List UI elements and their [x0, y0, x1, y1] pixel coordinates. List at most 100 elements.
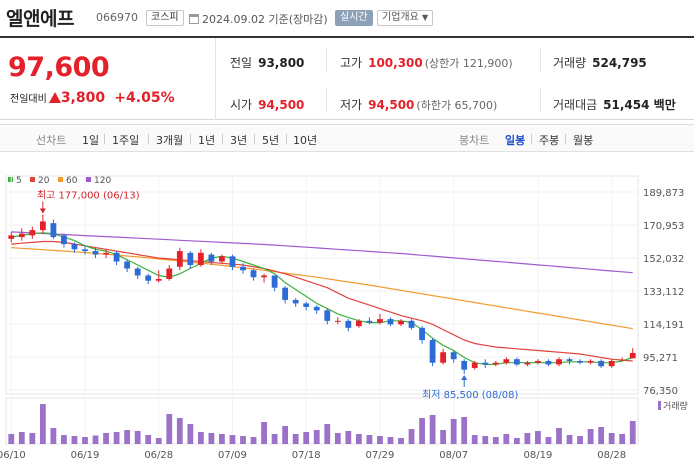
divider [222, 134, 223, 144]
volume-bar [629, 421, 636, 444]
volume-bar [176, 418, 183, 444]
candle-body [103, 252, 109, 255]
candle-body [429, 340, 436, 363]
candle-body [39, 221, 46, 231]
period-1d[interactable]: 1일 [82, 134, 100, 147]
ma5-line [11, 232, 633, 365]
volume-bar [261, 422, 267, 444]
candle-body [545, 360, 552, 365]
candle-body [577, 360, 583, 363]
period-1w[interactable]: 1주일 [112, 134, 140, 147]
volume-bar [366, 435, 373, 444]
divider [326, 88, 327, 112]
candle-body [219, 256, 225, 262]
candle-body [524, 362, 531, 365]
period-1y[interactable]: 1년 [198, 134, 216, 147]
prev-close: 전일 93,800 [230, 54, 304, 71]
candle-body [440, 352, 447, 363]
open-price: 시가 94,500 [230, 96, 304, 113]
candle-body [334, 320, 341, 322]
volume-bar [39, 404, 46, 444]
divider [565, 134, 566, 144]
live-button[interactable]: 실시간 [335, 10, 373, 26]
high-value: 100,300 [368, 56, 423, 70]
volume-bar [166, 414, 173, 444]
volume-bar [419, 418, 425, 444]
high-annotation: 최고 177,000 (06/13) [37, 189, 140, 201]
candle-body [50, 223, 57, 238]
period-5y[interactable]: 5년 [262, 134, 280, 147]
candle-body [229, 256, 236, 267]
volume-bar [535, 431, 541, 444]
candle-body [197, 252, 204, 266]
candle-body [492, 362, 499, 365]
candle-body [482, 362, 489, 365]
candle-body [377, 319, 383, 323]
period-10y[interactable]: 10년 [293, 134, 318, 147]
volume-bar [145, 435, 152, 444]
low-label: 저가 [340, 98, 363, 112]
candle-body [535, 360, 541, 363]
period-3y[interactable]: 3년 [230, 134, 248, 147]
candle-body [619, 359, 626, 361]
volume-bar [355, 434, 362, 444]
volume-legend-swatch [658, 401, 661, 410]
volume: 거래량 524,795 [553, 54, 647, 71]
volume-bar [8, 434, 15, 444]
volume-bar [324, 424, 331, 444]
candle-body [271, 275, 278, 288]
volume-bar [429, 415, 436, 444]
volume-bar [587, 429, 594, 444]
candle-body [398, 320, 404, 325]
volume-bar [61, 435, 67, 444]
divider [540, 48, 541, 72]
candle-body [92, 251, 99, 255]
candle-weekly[interactable]: 주봉 [539, 134, 560, 147]
divider [254, 134, 255, 144]
current-price-box: 97,600 전일대비 3,800 +4.05% [0, 38, 216, 120]
market-badge: 코스피 [146, 10, 184, 26]
x-tick-label: 08/19 [524, 450, 553, 461]
change-value: 3,800 [60, 90, 106, 106]
change-percent: +4.05% [114, 90, 175, 106]
volume-bar [71, 436, 78, 444]
y-tick-label: 95,271 [643, 353, 678, 364]
volume-bar [556, 428, 562, 444]
divider [190, 134, 191, 144]
period-3m[interactable]: 3개월 [156, 134, 184, 147]
candlestick-chart: 5 20 60 120 189,873 170,953 152,032 133,112 114,… [0, 175, 688, 461]
volume-bar [103, 433, 109, 444]
x-tick-label: 08/28 [597, 450, 626, 461]
volume-label: 거래량 [553, 56, 587, 70]
volume-bar [92, 435, 99, 444]
volume-legend-label: 거래량 [663, 400, 688, 412]
company-info-dropdown[interactable]: 기업개요 ▼ [377, 10, 434, 26]
x-tick-label: 08/07 [439, 450, 468, 461]
volume-bar [292, 434, 299, 444]
x-tick-label: 06/19 [71, 450, 100, 461]
candle-body [450, 352, 457, 360]
candle-monthly[interactable]: 월봉 [573, 134, 594, 147]
volume-bar [208, 433, 215, 444]
line-chart-button[interactable]: 선차트 [36, 134, 67, 147]
x-tick-label: 07/09 [218, 450, 247, 461]
candle-chart-button[interactable]: 봉차트 [459, 134, 490, 147]
y-tick-label: 152,032 [643, 254, 684, 265]
volume-bar [577, 436, 583, 444]
volume-bar [282, 426, 289, 444]
volume-bar [503, 434, 510, 444]
volume-bar [345, 431, 352, 444]
candle-body [419, 327, 425, 341]
volume-bar [155, 438, 162, 444]
high-price: 고가 100,300 (상한가 121,900) [340, 54, 513, 71]
candle-body [176, 251, 183, 267]
volume-value: 524,795 [592, 56, 647, 70]
date-label: 2024.09.02 기준(장마감) [189, 11, 328, 27]
candle-body [71, 244, 78, 250]
volume-bar [492, 437, 499, 444]
y-tick-label: 76,350 [643, 386, 678, 397]
candle-body [556, 359, 562, 365]
x-tick-label: 07/29 [366, 450, 395, 461]
prev-close-value: 93,800 [258, 56, 305, 70]
candle-daily[interactable]: 일봉 [505, 134, 526, 147]
